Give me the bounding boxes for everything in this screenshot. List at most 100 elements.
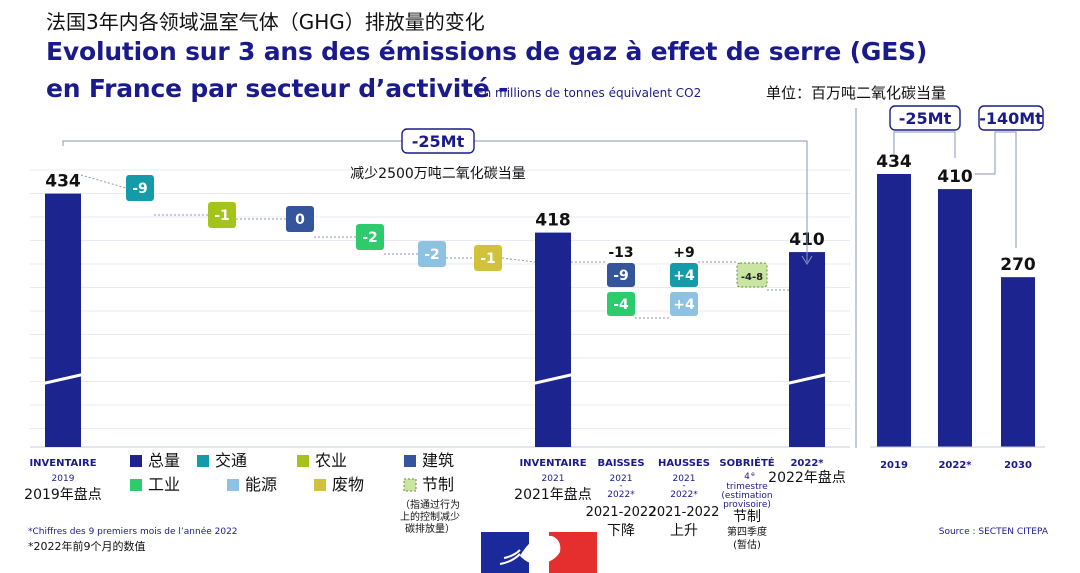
legend-note-line3: 碳排放量） bbox=[405, 522, 455, 535]
reduction-note-cn: 减少2500万吨二氧化碳当量 bbox=[350, 166, 526, 182]
hausses-axis-sub2: 2022* bbox=[670, 490, 698, 500]
step-chip-transport-box bbox=[126, 175, 154, 201]
projection-bar-2019 bbox=[877, 174, 911, 447]
total-bar-2019年盘点 bbox=[45, 193, 81, 447]
baisses-axis-cn1: 2021-2022 bbox=[586, 505, 657, 520]
step-chip-agriculture-box bbox=[208, 202, 236, 228]
step-chip-agriculture-label: -1 bbox=[214, 208, 230, 224]
sobriete-axis-sub1: 4 bbox=[744, 472, 750, 482]
baisses-axis-cn2: 下降 bbox=[607, 523, 635, 539]
total-value-label: 434 bbox=[45, 172, 81, 192]
legend-label-total: 总量 bbox=[148, 451, 180, 470]
legend-swatch-total bbox=[130, 455, 142, 467]
axis-break-slash bbox=[530, 372, 576, 386]
legend-swatch-industry bbox=[130, 479, 142, 491]
legend-label-industry: 工业 bbox=[148, 475, 180, 494]
hausses-total: +9 bbox=[673, 245, 694, 261]
sobriete-chip-box bbox=[736, 262, 768, 288]
sobriete-axis-cn2: 第四季度 bbox=[727, 525, 767, 538]
projection-callout-2-label: -140Mt bbox=[979, 109, 1043, 128]
total-bar-2022年盘点 bbox=[789, 252, 825, 447]
legend-swatch-waste bbox=[314, 479, 326, 491]
step-chip-industry-label: -2 bbox=[362, 230, 378, 246]
legend-note-line1: （指通过行为 bbox=[400, 498, 460, 511]
projection-category-label: 2019 bbox=[880, 460, 908, 471]
projection-category-label: 2022* bbox=[938, 460, 972, 471]
legend-label-energy: 能源 bbox=[245, 475, 277, 494]
title-chinese: 法国3年内各领域温室气体（GHG）排放量的变化 bbox=[46, 10, 485, 34]
axis-label-2019-cn: 2019年盘点 bbox=[24, 486, 102, 503]
hausses-axis-label: HAUSSES bbox=[658, 458, 710, 469]
baisses-axis-sub1: 2021 bbox=[610, 474, 633, 484]
reduction-callout-label: -25Mt bbox=[412, 132, 465, 151]
hausses-axis-dash: - bbox=[682, 481, 685, 491]
projection-callout-1-box bbox=[889, 105, 961, 131]
axis-label-2022: 2022* bbox=[790, 458, 824, 469]
footnote-french: *Chiffres des 9 premiers mois de l’année… bbox=[28, 526, 238, 537]
projection-bar-2022* bbox=[938, 189, 972, 447]
title-french-line1: Evolution sur 3 ans des émissions de gaz… bbox=[46, 37, 928, 66]
source: Source : SECTEN CITEPA bbox=[939, 527, 1049, 537]
unit-french: En millions de tonnes équivalent CO2 bbox=[476, 86, 702, 100]
baisses-chip-industry-label: -4 bbox=[613, 297, 629, 313]
projection-value-label: 434 bbox=[876, 152, 912, 172]
hausses-axis-cn2: 上升 bbox=[670, 523, 698, 539]
footnote-chinese: *2022年前9个月的数值 bbox=[28, 539, 146, 553]
projection-value-label: 270 bbox=[1000, 255, 1036, 275]
total-value-label: 418 bbox=[535, 211, 571, 231]
reduction-callout-box bbox=[401, 128, 475, 154]
axis-break-slash bbox=[40, 372, 86, 386]
step-connector bbox=[501, 257, 536, 263]
legend-label-agriculture: 农业 bbox=[315, 451, 347, 470]
legend-label-transport: 交通 bbox=[215, 451, 247, 470]
unit-chinese: 单位：百万吨二氧化碳当量 bbox=[766, 84, 947, 102]
axis-label-inventaire-2019: INVENTAIRE bbox=[29, 458, 96, 469]
sobriete-axis-cn1: 节制 bbox=[733, 509, 761, 525]
projection-value-label: 410 bbox=[937, 167, 973, 187]
step-chip-waste-label: -1 bbox=[480, 251, 496, 267]
title-french-line2: en France par secteur d’activité - bbox=[46, 74, 509, 103]
legend-swatch-transport bbox=[197, 455, 209, 467]
step-chip-energy-label: -2 bbox=[424, 247, 440, 263]
step-chip-buildings-label: 0 bbox=[295, 212, 305, 228]
bracket-arrow bbox=[801, 255, 813, 265]
hausses-chip-transport-box bbox=[670, 263, 698, 287]
step-chip-waste-box bbox=[474, 245, 502, 271]
legend-label-waste: 废物 bbox=[332, 475, 364, 494]
logo-blue bbox=[481, 532, 529, 573]
projection-bar-2030 bbox=[1001, 277, 1035, 447]
projection-bracket-2 bbox=[975, 131, 1017, 248]
total-bar-2021年盘点 bbox=[535, 232, 571, 447]
hausses-axis-cn1: 2021-2022 bbox=[649, 505, 720, 520]
baisses-chip-buildings-label: -9 bbox=[613, 268, 629, 284]
hausses-chip-transport-label: +4 bbox=[673, 268, 695, 284]
legend-note-line2: 上的控制减少 bbox=[400, 510, 460, 523]
step-connector bbox=[80, 174, 127, 189]
step-chip-industry-box bbox=[356, 224, 384, 250]
hausses-chip-energy-label: +4 bbox=[673, 297, 695, 313]
logo-marianne-icon bbox=[520, 535, 561, 565]
legend-label-sobriety: 节制 bbox=[422, 475, 454, 494]
legend-swatch-agriculture bbox=[297, 455, 309, 467]
axis-sub-2021: 2021 bbox=[542, 474, 565, 484]
sobriete-chip-label: -4-8 bbox=[741, 272, 763, 283]
hausses-chip-energy-box bbox=[670, 292, 698, 316]
legend-label-buildings: 建筑 bbox=[422, 451, 454, 470]
projection-category-label: 2030 bbox=[1004, 460, 1032, 471]
hausses-axis-sub1: 2021 bbox=[673, 474, 696, 484]
axis-label-2022-cn: 2022年盘点 bbox=[768, 469, 846, 486]
legend-swatch-buildings bbox=[404, 455, 416, 467]
axis-break-slash bbox=[784, 372, 830, 386]
step-chip-energy-box bbox=[418, 241, 446, 267]
axis-label-2021-cn: 2021年盘点 bbox=[514, 486, 592, 503]
legend-swatch-energy bbox=[227, 479, 239, 491]
axis-label-inventaire-2021: INVENTAIRE bbox=[519, 458, 586, 469]
sobriete-axis-label: SOBRIÉTÉ bbox=[719, 456, 774, 469]
axis-sub-2019: 2019 bbox=[52, 474, 75, 484]
baisses-axis-dash: - bbox=[619, 481, 622, 491]
step-chip-buildings-box bbox=[286, 206, 314, 232]
logo-wind-icon bbox=[499, 549, 521, 565]
sobriete-axis-sup: e bbox=[751, 471, 755, 478]
step-chip-transport-label: -9 bbox=[132, 181, 148, 197]
